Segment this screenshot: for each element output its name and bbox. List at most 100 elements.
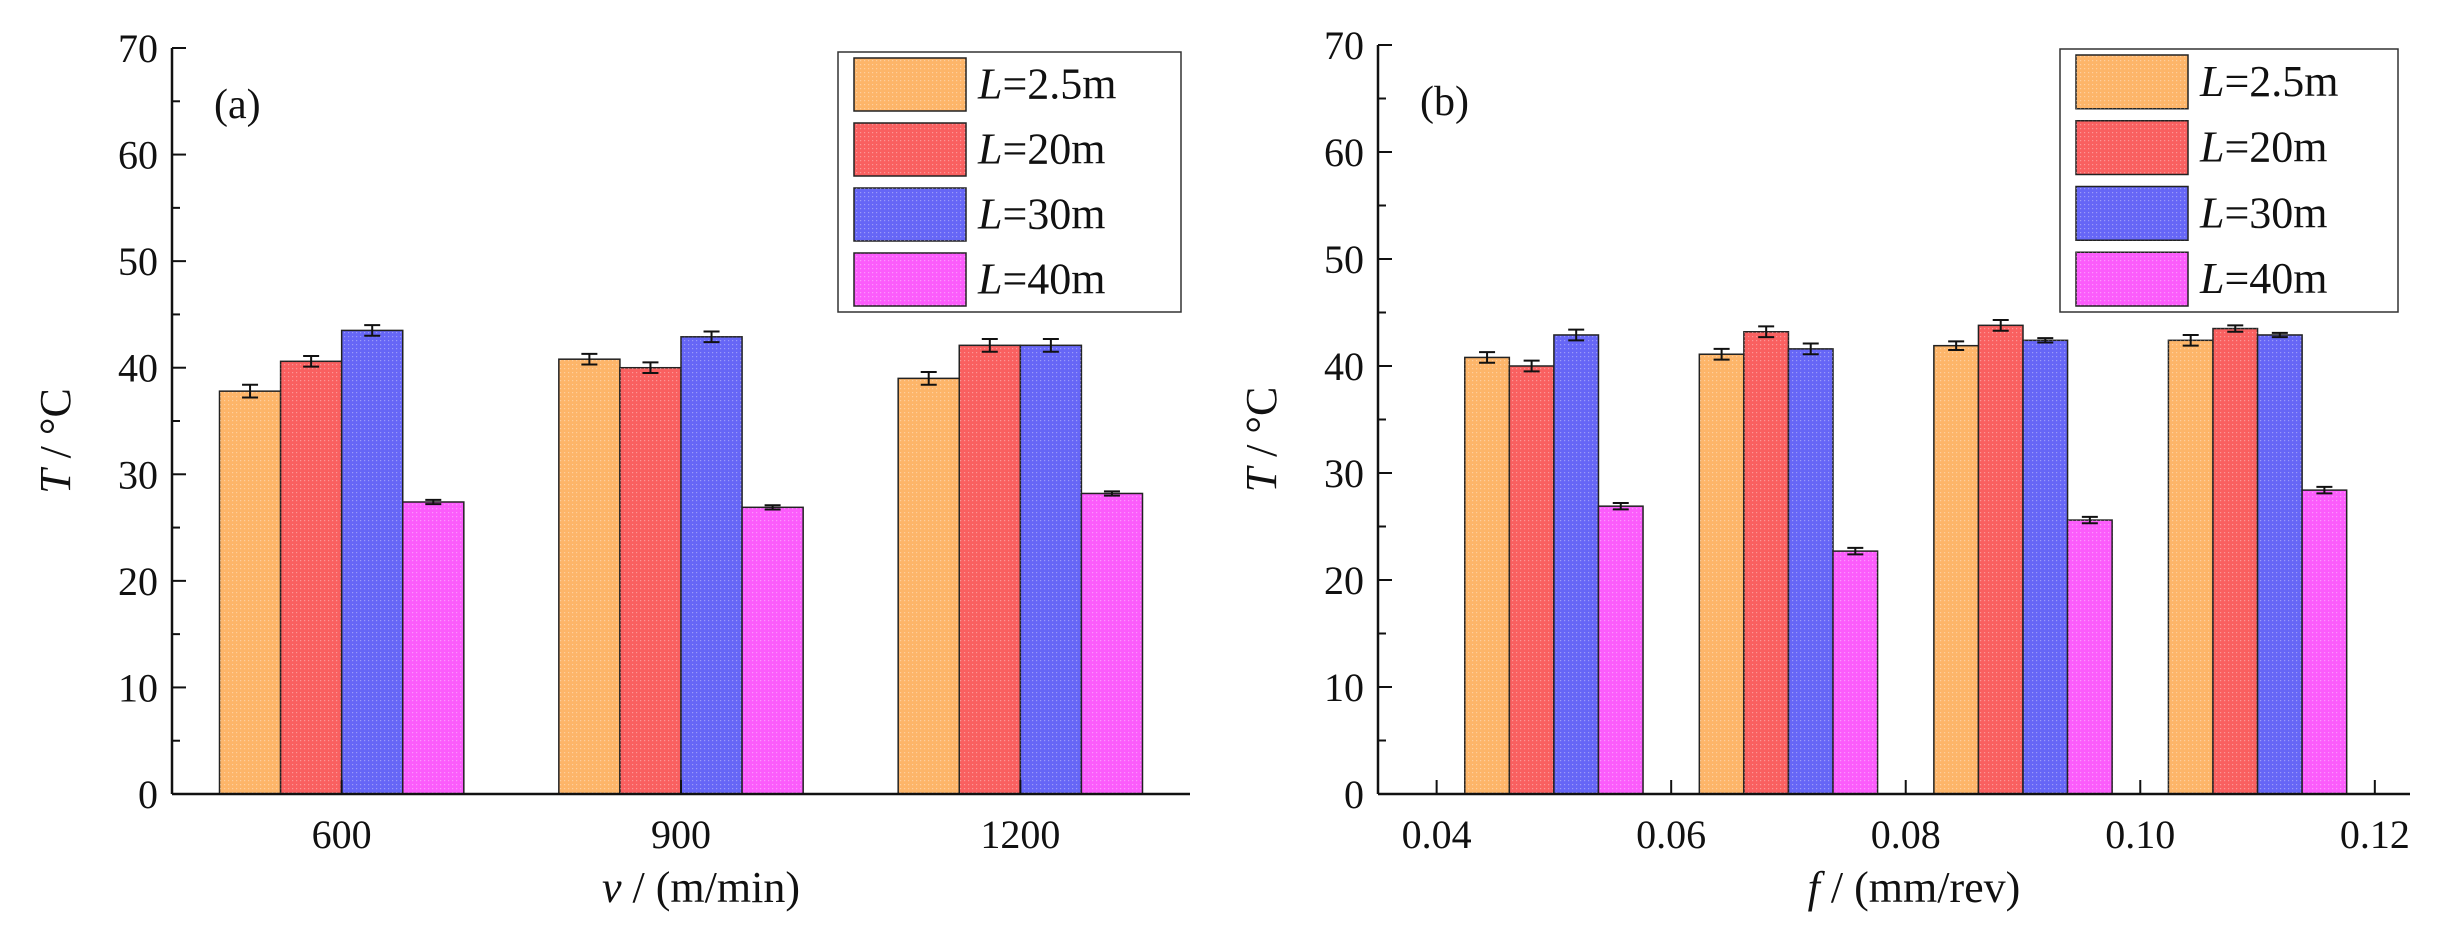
y-tick-label: 70: [1324, 23, 1364, 68]
x-axis-separator: /: [622, 863, 656, 912]
x-tick-label: 900: [651, 812, 711, 857]
x-tick-label: 1200: [980, 812, 1060, 857]
y-tick-label: 20: [1324, 558, 1364, 603]
y-axis-separator: /: [31, 435, 80, 469]
bar-texture: [280, 361, 342, 794]
x-axis-title: f / (mm/rev): [1808, 863, 2021, 912]
legend-label: L=20m: [2199, 123, 2328, 172]
bar-texture: [341, 330, 403, 794]
x-axis-symbol: v: [602, 863, 622, 912]
legend-symbol: L: [2199, 188, 2224, 237]
bar-texture: [2168, 340, 2213, 794]
panel-label: (b): [1420, 79, 1469, 125]
bar-texture: [558, 359, 620, 794]
bar-texture: [1081, 493, 1143, 794]
bar-texture: [1598, 506, 1644, 794]
legend-label: L=30m: [977, 190, 1106, 239]
panel-b: 0 10 20 30 40 50 60 70 0.04 0.06 0.08 0.10 0.12 f / (…: [1237, 23, 2410, 912]
legend-symbol: L: [2199, 254, 2224, 303]
legend-symbol: L: [977, 125, 1002, 174]
y-tick-label: 10: [118, 665, 158, 710]
legend-swatch-texture: [854, 123, 966, 176]
y-tick-label: 40: [118, 346, 158, 391]
legend-swatch-texture: [2076, 252, 2188, 306]
bar-texture: [219, 391, 281, 794]
x-tick-label: 0.10: [2105, 812, 2175, 857]
legend-swatch-texture: [2076, 120, 2188, 175]
y-tick-label: 30: [1324, 451, 1364, 496]
bar-texture: [1978, 325, 2023, 794]
legend-suffix: =2.5m: [1002, 60, 1116, 109]
legend-suffix: =40m: [1002, 255, 1105, 304]
legend-label: L=20m: [977, 125, 1106, 174]
bar-texture: [619, 367, 681, 794]
x-tick-label: 600: [312, 812, 372, 857]
x-axis-separator: /: [1820, 863, 1854, 912]
legend-label: L=40m: [2199, 254, 2328, 303]
legend-suffix: =20m: [1002, 125, 1105, 174]
bar-texture: [1509, 366, 1554, 794]
bar-texture: [1788, 348, 1834, 794]
legend-symbol: L: [977, 255, 1002, 304]
y-tick-label: 10: [1324, 665, 1364, 710]
y-tick-label: 0: [138, 772, 158, 817]
bar-texture: [2257, 334, 2303, 794]
legend-symbol: L: [2199, 57, 2224, 106]
bar-texture: [1933, 345, 1979, 794]
y-tick-label: 60: [118, 133, 158, 178]
y-tick-label: 70: [118, 26, 158, 71]
x-tick-label: 0.08: [1871, 812, 1941, 857]
y-axis-unit: °C: [1237, 387, 1286, 434]
legend-swatch-texture: [854, 188, 966, 241]
bar-texture: [2067, 520, 2113, 794]
y-tick-label: 60: [1324, 130, 1364, 175]
legend-label: L=40m: [977, 255, 1106, 304]
bar-texture: [2023, 340, 2068, 794]
y-axis-symbol: T: [31, 466, 80, 494]
bar-texture: [898, 378, 960, 794]
y-tick-label: 0: [1344, 772, 1364, 817]
legend-label: L=2.5m: [2199, 57, 2339, 106]
x-tick-label: 0.04: [1402, 812, 1472, 857]
bar-texture: [1699, 354, 1744, 794]
x-axis-unit: (mm/rev): [1854, 863, 2020, 912]
legend-swatch-texture: [2076, 55, 2188, 109]
bar-texture: [1833, 551, 1878, 794]
legend-label: L=30m: [2199, 188, 2328, 237]
y-tick-label: 50: [1324, 237, 1364, 282]
legend-suffix: =20m: [2224, 123, 2327, 172]
x-axis-title: v / (m/min): [602, 863, 800, 912]
bar-texture: [2212, 328, 2258, 794]
y-tick-label: 40: [1324, 344, 1364, 389]
bar-texture: [681, 336, 743, 794]
bar-texture: [1020, 345, 1082, 794]
y-tick-label: 50: [118, 239, 158, 284]
legend-label: L=2.5m: [977, 60, 1117, 109]
x-tick-label: 0.12: [2340, 812, 2410, 857]
legend-suffix: =30m: [2224, 188, 2327, 237]
legend-swatch-texture: [2076, 186, 2188, 241]
bar-texture: [742, 507, 804, 794]
y-axis-separator: /: [1237, 434, 1286, 468]
x-axis-unit: (m/min): [656, 863, 800, 912]
y-axis-symbol: T: [1237, 464, 1286, 492]
legend-suffix: =40m: [2224, 254, 2327, 303]
legend-suffix: =30m: [1002, 190, 1105, 239]
panel-label: (a): [214, 82, 261, 128]
y-tick-label: 20: [118, 559, 158, 604]
x-tick-label: 0.06: [1636, 812, 1706, 857]
panel-a: 0 10 20 30 40 50 60 70 600 900 1200 v / (m/min) T / …: [31, 26, 1190, 912]
y-axis-unit: °C: [31, 388, 80, 435]
y-axis-title: T / °C: [1237, 387, 1286, 493]
legend-symbol: L: [2199, 123, 2224, 172]
bar-texture: [2302, 490, 2347, 794]
legend-symbol: L: [977, 60, 1002, 109]
legend-swatch-texture: [854, 58, 966, 111]
y-tick-label: 30: [118, 452, 158, 497]
bar-texture: [1743, 331, 1789, 794]
legend-swatch-texture: [854, 253, 966, 306]
bar-texture: [959, 345, 1021, 794]
